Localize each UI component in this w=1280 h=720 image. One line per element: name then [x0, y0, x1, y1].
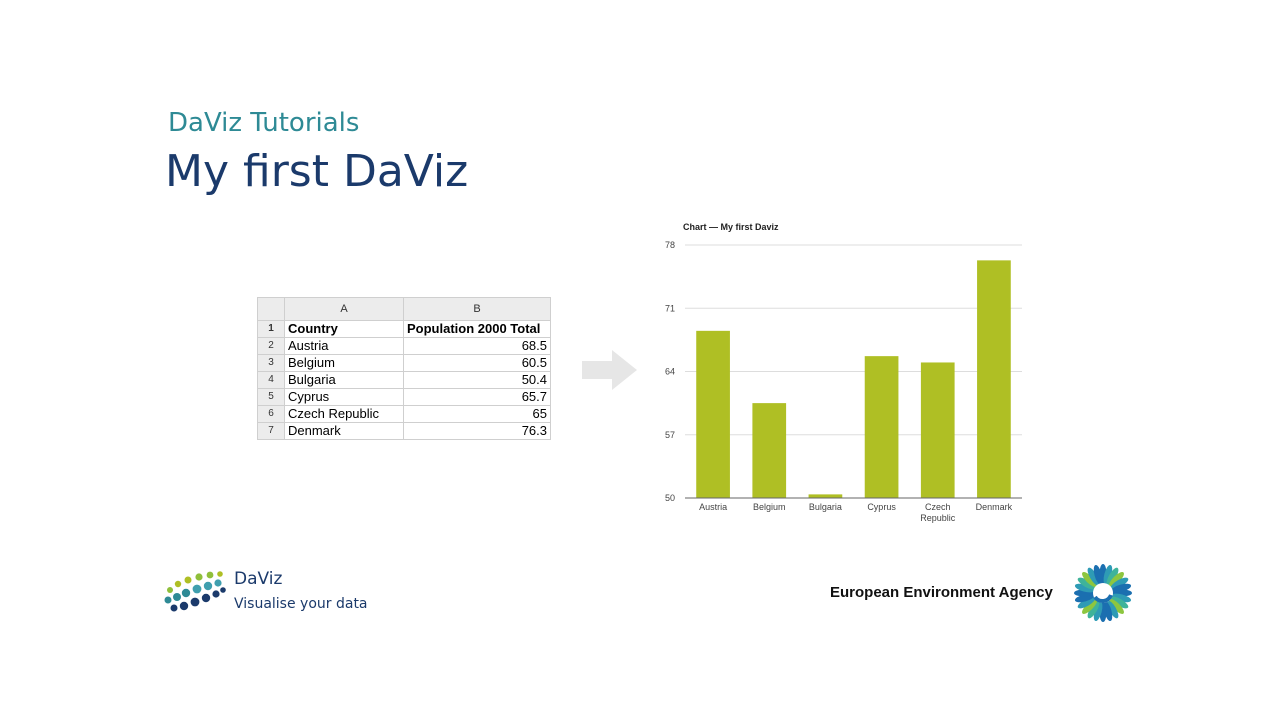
bar[interactable] — [977, 260, 1011, 498]
cell-a: Denmark — [284, 422, 404, 440]
eea-petal — [1077, 596, 1096, 609]
eea-logo-icon — [1074, 564, 1132, 622]
x-tick-label: Denmark — [976, 502, 1013, 512]
slide-title: My first DaViz — [165, 146, 469, 197]
eea-petal — [1106, 567, 1119, 586]
row-number: 5 — [257, 388, 285, 406]
table-row: 3 Belgium 60.5 — [257, 354, 551, 372]
table-row: 1 Country Population 2000 Total — [257, 320, 551, 338]
eea-petal — [1087, 600, 1100, 619]
x-tick-label: Czech Republic — [920, 502, 956, 523]
y-tick-label: 50 — [665, 493, 675, 503]
cell-b: 65 — [403, 405, 551, 423]
cell-a: Austria — [284, 337, 404, 355]
y-tick-label: 64 — [665, 367, 675, 377]
cell-a: Czech Republic — [284, 405, 404, 423]
bar-chart: Chart — My first Daviz 50 57 64 71 78 Austria… — [665, 222, 1022, 523]
x-tick-label: Cyprus — [867, 502, 896, 512]
eea-petal — [1108, 598, 1124, 614]
daviz-name: DaViz — [234, 569, 283, 589]
right-arrow-icon — [582, 350, 637, 390]
cell-a: Belgium — [284, 354, 404, 372]
row-number: 6 — [257, 405, 285, 423]
eea-petal — [1074, 583, 1095, 593]
y-tick-label: 78 — [665, 240, 675, 250]
eea-petal — [1077, 577, 1096, 590]
x-tick-label: Belgium — [753, 502, 786, 512]
cell-b: 50.4 — [403, 371, 551, 389]
eea-petal — [1103, 564, 1113, 585]
bar[interactable] — [920, 362, 955, 498]
eea-petal — [1093, 601, 1103, 622]
bar[interactable] — [808, 494, 843, 498]
cell-a: Bulgaria — [284, 371, 404, 389]
corner-cell — [257, 297, 285, 321]
slide-subtitle: DaViz Tutorials — [168, 108, 360, 138]
eea-petal — [1110, 596, 1129, 609]
spreadsheet-table: A B 1 Country Population 2000 Total 2 Au… — [257, 297, 551, 440]
bar[interactable] — [864, 356, 899, 498]
cell-b: 60.5 — [403, 354, 551, 372]
table-row: 6 Czech Republic 65 — [257, 405, 551, 423]
column-header-b: B — [403, 297, 551, 321]
eea-petal — [1106, 600, 1119, 619]
x-tick-label: Bulgaria — [809, 502, 842, 512]
table-row: 4 Bulgaria 50.4 — [257, 371, 551, 389]
eea-petal — [1111, 593, 1132, 603]
spreadsheet-column-header-row: A B — [257, 297, 551, 321]
table-row: 5 Cyprus 65.7 — [257, 388, 551, 406]
cell-a: Country — [284, 320, 404, 338]
row-number: 2 — [257, 337, 285, 355]
y-tick-label: 71 — [665, 303, 675, 313]
eea-petal — [1093, 564, 1103, 585]
eea-petal — [1110, 577, 1129, 590]
eea-petal — [1082, 598, 1098, 614]
table-row: 2 Austria 68.5 — [257, 337, 551, 355]
daviz-tagline: Visualise your data — [234, 596, 368, 612]
eea-petal — [1082, 572, 1098, 588]
y-tick-label: 57 — [665, 430, 675, 440]
eea-petal — [1087, 567, 1100, 586]
cell-b: Population 2000 Total — [403, 320, 551, 338]
row-number: 4 — [257, 371, 285, 389]
x-tick-label: Austria — [699, 502, 727, 512]
cell-b: 76.3 — [403, 422, 551, 440]
eea-name: European Environment Agency — [830, 584, 1053, 601]
table-row: 7 Denmark 76.3 — [257, 422, 551, 440]
column-header-a: A — [284, 297, 404, 321]
chart-title: Chart — My first Daviz — [683, 222, 779, 232]
row-number: 3 — [257, 354, 285, 372]
row-number: 1 — [257, 320, 285, 338]
eea-petal — [1108, 572, 1124, 588]
cell-a: Cyprus — [284, 388, 404, 406]
row-number: 7 — [257, 422, 285, 440]
bar[interactable] — [752, 403, 787, 498]
cell-b: 65.7 — [403, 388, 551, 406]
cell-b: 68.5 — [403, 337, 551, 355]
daviz-logo-icon — [164, 571, 226, 612]
bar[interactable] — [696, 330, 730, 498]
